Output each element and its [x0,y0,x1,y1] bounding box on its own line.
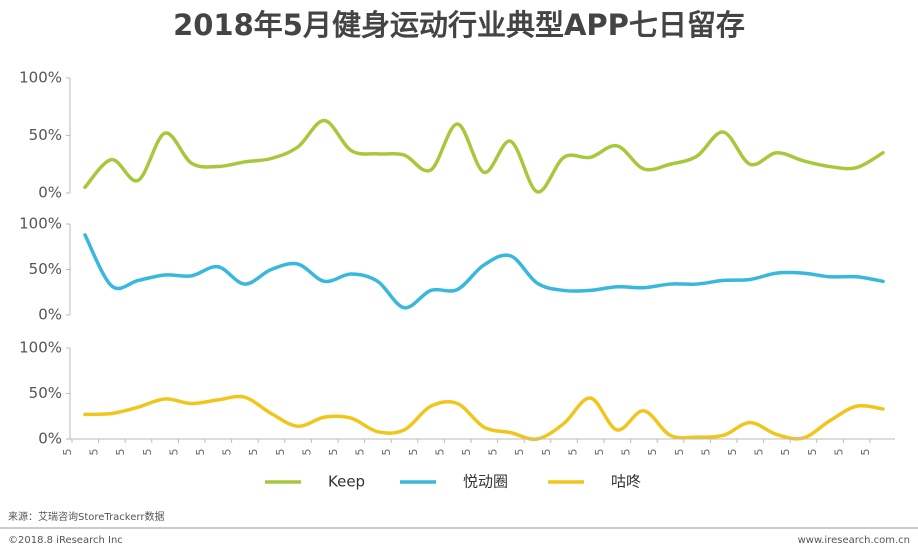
y-tick-label: 0% [38,306,62,324]
x-tick-label: 5 [354,449,367,456]
x-tick-label: 5 [753,449,766,456]
x-tick-label: 5 [566,449,579,456]
x-tick-label: 5 [194,449,207,456]
x-tick-label: 5 [487,449,500,456]
x-tick-label: 5 [167,449,180,456]
x-tick-label: 5 [407,449,420,456]
y-tick-label: 100% [19,339,62,357]
x-tick-label: 5 [433,449,446,456]
x-tick-label: 5 [300,449,313,456]
x-tick-label: 5 [460,449,473,456]
x-tick-label: 5 [221,449,234,456]
x-tick-label: 5 [114,449,127,456]
series-line [83,394,885,441]
legend-label: Keep [328,473,365,491]
legend-label: 悦动圈 [463,473,508,491]
x-tick-label: 5 [380,449,393,456]
series-line [83,118,885,194]
y-tick-label: 100% [19,69,62,87]
x-tick-label: 5 [806,449,819,456]
y-tick-label: 50% [29,384,62,402]
copyright: ©2018.8 iResearch Inc [8,535,123,546]
x-tick-label: 5 [859,449,872,456]
x-tick-label: 5 [513,449,526,456]
y-tick-label: 0% [38,184,62,202]
x-tick-label: 5 [832,449,845,456]
x-tick-label: 5 [726,449,739,456]
website: www.iresearch.com.cn [798,535,910,546]
x-tick-label: 5 [274,449,287,456]
x-tick-label: 5 [327,449,340,456]
y-tick-label: 50% [29,126,62,144]
series-line [83,233,885,310]
y-tick-label: 50% [29,260,62,278]
x-tick-label: 5 [699,449,712,456]
x-tick-label: 5 [620,449,633,456]
x-tick-label: 5 [593,449,606,456]
y-tick-label: 100% [19,215,62,233]
x-tick-label: 5 [141,449,154,456]
chart-title: 2018年5月健身运动行业典型APP七日留存 [173,8,745,42]
x-tick-label: 5 [61,449,74,456]
y-tick-label: 0% [38,430,62,448]
x-tick-label: 5 [646,449,659,456]
x-tick-label: 5 [673,449,686,456]
x-tick-label: 5 [540,449,553,456]
x-tick-label: 5 [88,449,101,456]
x-tick-label: 5 [247,449,260,456]
source: 来源：艾瑞咨询StoreTrackerr数据 [8,510,164,523]
x-tick-label: 5 [779,449,792,456]
legend-label: 咕咚 [611,473,641,491]
